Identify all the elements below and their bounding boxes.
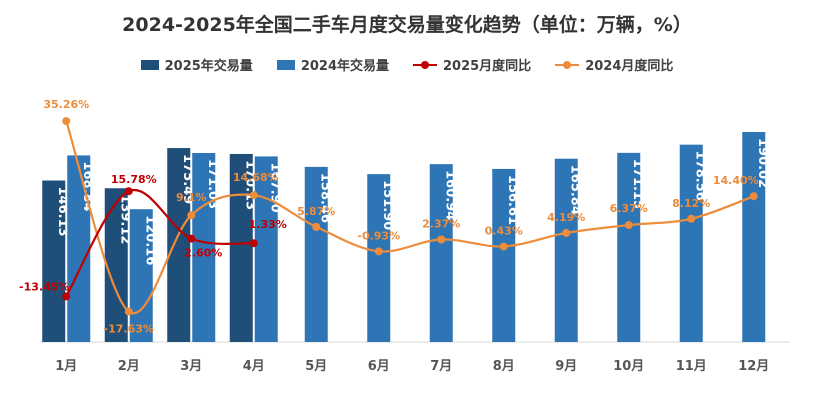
bar-label-1-0: 168.84 (80, 161, 95, 211)
line-point-2-1 (124, 187, 133, 196)
pct-label-3-3: 14.68% (233, 171, 279, 184)
legend-label-2024-yoy: 2024月度同比 (585, 59, 674, 74)
line-point-3-11 (749, 192, 758, 201)
month-label-11: 12月 (738, 359, 769, 374)
month-label-2: 3月 (180, 359, 202, 374)
pct-label-3-4: 5.87% (297, 205, 335, 218)
bar-label-1-1: 120.16 (142, 215, 157, 265)
pct-label-2-3: 1.33% (249, 218, 287, 231)
bar-label-0-0: 146.13 (55, 187, 70, 237)
line-point-3-5 (374, 247, 383, 256)
line-point-3-0 (62, 117, 71, 126)
bar-label-1-6: 160.94 (442, 170, 457, 220)
legend-swatch-2024-volume (276, 59, 295, 70)
line-point-3-6 (437, 235, 446, 244)
pct-label-3-10: 8.12% (672, 197, 710, 210)
line-point-3-3 (249, 191, 258, 200)
legend-item-2025-yoy: 2025月度同比 (413, 55, 531, 74)
legend-label-2024-volume: 2024年交易量 (300, 59, 389, 74)
legend-swatch-2025-yoy (413, 60, 437, 70)
line-point-2-2 (187, 234, 196, 243)
bar-label-1-8: 165.84 (567, 165, 582, 215)
line-point-3-9 (624, 221, 633, 230)
month-label-7: 8月 (493, 359, 515, 374)
month-label-3: 4月 (243, 359, 265, 374)
legend-item-2024-yoy: 2024月度同比 (555, 55, 673, 74)
bar-label-1-4: 158.46 (317, 173, 332, 223)
pct-label-3-9: 6.37% (610, 202, 648, 215)
bar-0-0 (42, 180, 66, 342)
month-label-10: 11月 (676, 359, 707, 374)
legend: 2025年交易量 2024年交易量 2025月度同比 2024月度同比 (0, 55, 814, 74)
month-label-6: 7月 (430, 359, 452, 374)
line-point-2-3 (249, 239, 258, 248)
month-label-4: 5月 (305, 359, 327, 374)
month-label-8: 9月 (555, 359, 577, 374)
bar-1-1 (129, 209, 153, 342)
pct-label-3-6: 2.37% (422, 217, 460, 230)
bar-1-4 (304, 166, 328, 342)
pct-label-3-7: 0.43% (485, 224, 523, 237)
bar-1-0 (67, 155, 91, 342)
legend-label-2025-volume: 2025年交易量 (164, 59, 253, 74)
bar-1-5 (367, 174, 391, 342)
line-point-3-7 (499, 242, 508, 251)
line-point-3-8 (562, 228, 571, 237)
bar-1-7 (492, 168, 516, 342)
line-point-3-1 (124, 307, 133, 316)
line-point-2-0 (62, 292, 71, 301)
line-point-3-10 (687, 214, 696, 223)
legend-label-2025-yoy: 2025月度同比 (443, 59, 532, 74)
bar-label-0-2: 175.49 (180, 154, 195, 204)
legend-item-2025-volume: 2025年交易量 (140, 55, 253, 74)
bar-0-2 (167, 148, 191, 342)
bar-label-1-5: 151.90 (380, 180, 395, 230)
bar-1-10 (679, 144, 703, 342)
line-point-3-2 (187, 211, 196, 220)
bar-label-1-2: 171.03 (205, 159, 220, 209)
bar-label-1-10: 178.56 (692, 151, 707, 201)
line-point-3-4 (312, 222, 321, 231)
legend-swatch-2025-volume (140, 59, 159, 70)
month-label-9: 10月 (613, 359, 644, 374)
pct-label-2-0: -13.45% (19, 280, 69, 293)
pct-label-3-2: 9.1% (176, 191, 207, 204)
month-label-1: 2月 (118, 359, 140, 374)
line-series-2 (65, 188, 254, 297)
bar-label-1-11: 190.02 (755, 138, 770, 188)
pct-label-2-1: 15.78% (111, 173, 157, 186)
legend-item-2024-volume: 2024年交易量 (276, 55, 389, 74)
bar-1-9 (617, 152, 641, 342)
bar-label-1-9: 171.15 (630, 159, 645, 209)
bar-1-8 (554, 158, 578, 342)
bar-1-11 (742, 132, 766, 342)
bar-label-1-7: 156.61 (505, 175, 520, 225)
bar-label-0-1: 139.12 (117, 194, 132, 244)
pct-label-2-2: 2.60% (184, 247, 222, 260)
pct-label-3-5: -0.93% (357, 229, 400, 242)
legend-swatch-2024-yoy (555, 60, 580, 70)
chart-title: 2024-2025年全国二手车月度交易量变化趋势（单位：万辆，%） (122, 14, 692, 36)
pct-label-3-11: 14.40% (713, 174, 759, 187)
bar-1-3 (254, 156, 278, 342)
pct-label-3-8: 4.19% (547, 211, 585, 224)
bar-1-6 (429, 164, 453, 342)
pct-label-3-0: 35.26% (43, 98, 89, 111)
month-label-0: 1月 (55, 359, 77, 374)
pct-label-3-1: -17.63% (104, 322, 154, 335)
bar-1-2 (192, 152, 216, 342)
bar-0-3 (229, 153, 253, 342)
month-label-5: 6月 (368, 359, 390, 374)
